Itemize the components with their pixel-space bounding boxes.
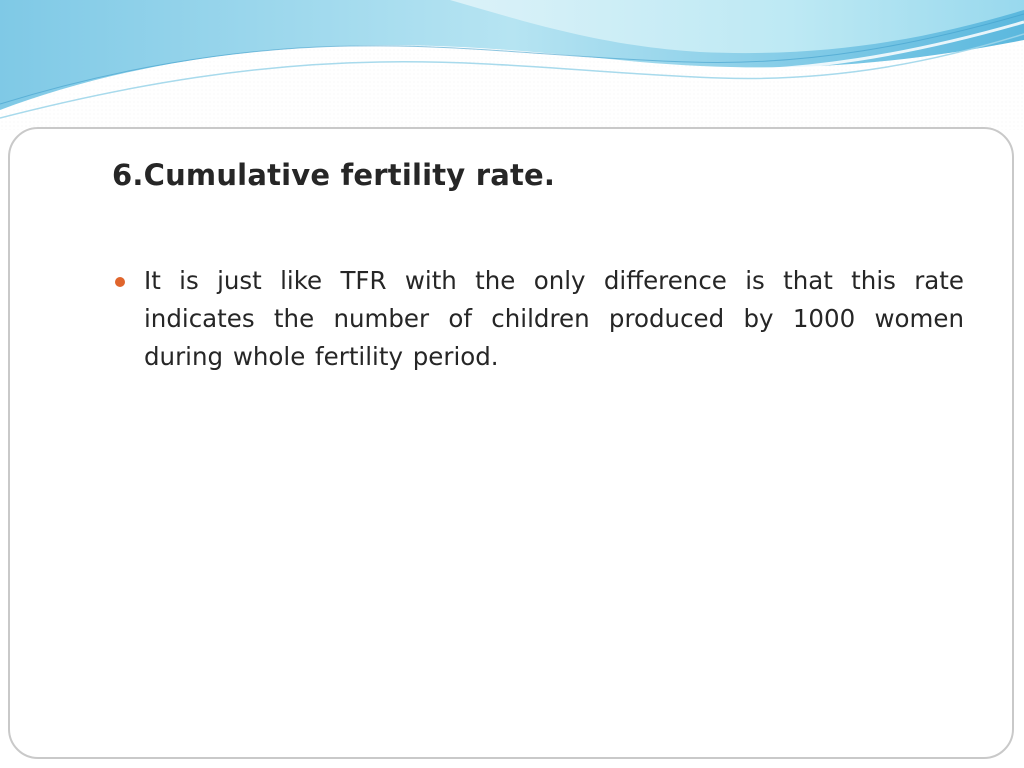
- slide-title: 6.Cumulative fertility rate.: [112, 158, 556, 192]
- bullet-text: It is just like TFR with the only differ…: [144, 266, 964, 371]
- bullet-list: It is just like TFR with the only differ…: [112, 262, 964, 376]
- bullet-item: It is just like TFR with the only differ…: [112, 262, 964, 376]
- content-panel: [8, 127, 1014, 759]
- bullet-dot-icon: [115, 277, 125, 287]
- wave-header-decoration: [0, 0, 1024, 130]
